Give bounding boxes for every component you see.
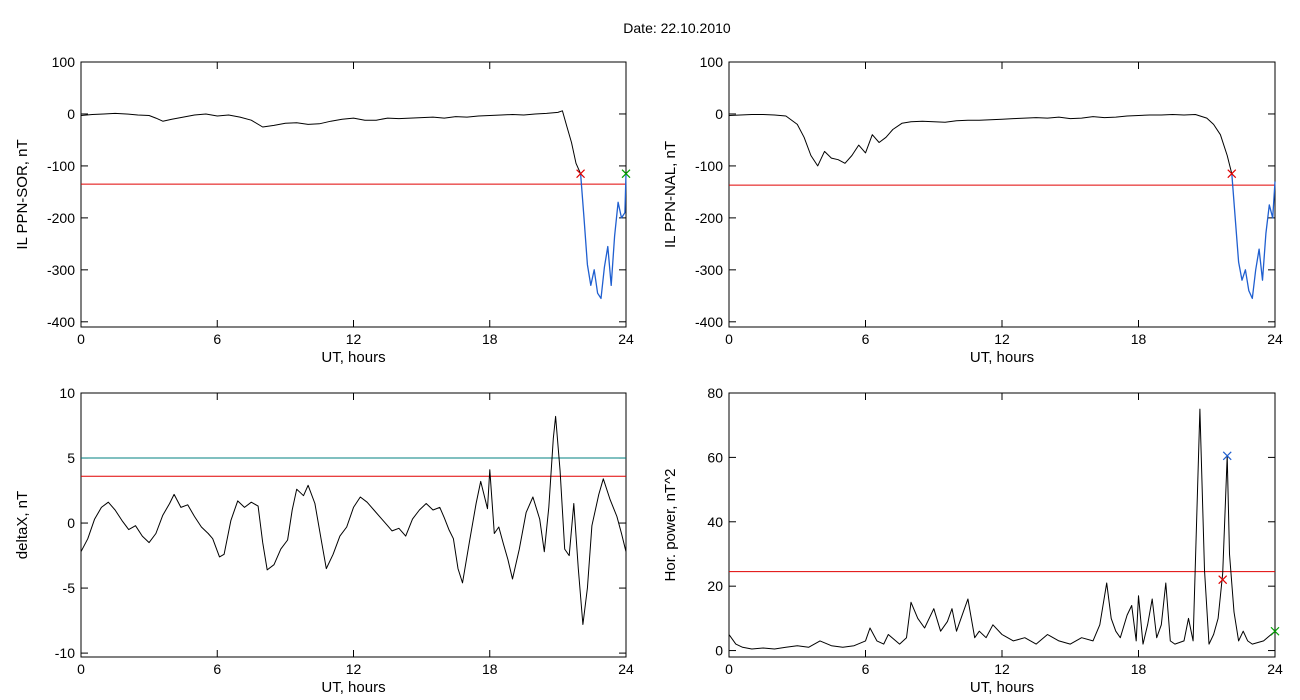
y-tick-label: -200 xyxy=(695,210,723,226)
marker-stroke xyxy=(1218,575,1228,585)
x-axis-title: UT, hours xyxy=(970,679,1034,696)
x-tick-label: 12 xyxy=(346,331,362,347)
x-tick-label: 18 xyxy=(482,661,498,677)
x-tick-label: 6 xyxy=(862,331,870,347)
y-axis-title: deltaX, nT xyxy=(14,491,31,559)
y-tick-label: -400 xyxy=(47,314,75,330)
y-tick-label: -300 xyxy=(47,262,75,278)
y-tick-label: -300 xyxy=(695,262,723,278)
y-tick-label: 80 xyxy=(707,385,723,401)
series-line xyxy=(728,408,1276,650)
y-tick-label: 0 xyxy=(67,106,75,122)
marker-red xyxy=(1227,169,1237,179)
y-tick-label: 100 xyxy=(700,54,724,70)
plot-panel-il-nal: 0 6 12 18 24 -400 -300 -200 -100 0 100 UT, hours IL … xyxy=(662,54,1283,366)
marker-red xyxy=(576,169,586,179)
x-axis-title: UT, hours xyxy=(970,349,1034,366)
x-tick-label: 0 xyxy=(77,331,85,347)
plot-frame xyxy=(728,392,1276,658)
series-line xyxy=(80,110,582,174)
x-tick-label: 18 xyxy=(482,331,498,347)
y-tick-label: -5 xyxy=(63,580,76,596)
y-axis-title: IL PPN-SOR, nT xyxy=(14,139,31,249)
y-tick-label: 0 xyxy=(715,106,723,122)
plot-panel-hor-power: 0 6 12 18 24 0 20 40 60 80 UT, hours Hor. power, nT… xyxy=(662,385,1283,696)
x-tick-label: 0 xyxy=(77,661,85,677)
y-tick-label: 10 xyxy=(59,385,75,401)
series-highlight-line xyxy=(1231,173,1276,300)
x-tick-label: 0 xyxy=(725,661,733,677)
x-tick-label: 12 xyxy=(994,331,1010,347)
y-axis-title: IL PPN-NAL, nT xyxy=(662,141,679,248)
x-axis-title: UT, hours xyxy=(321,349,385,366)
marker-green xyxy=(621,169,631,179)
y-tick-label: 0 xyxy=(715,643,723,659)
x-tick-label: 18 xyxy=(1131,661,1147,677)
marker-stroke xyxy=(1222,451,1232,461)
plot-frame xyxy=(80,61,627,328)
marker-stroke xyxy=(1270,626,1280,636)
x-tick-label: 24 xyxy=(1267,331,1283,347)
x-tick-label: 0 xyxy=(725,331,733,347)
y-tick-label: 40 xyxy=(707,514,723,530)
y-tick-label: 0 xyxy=(67,515,75,531)
y-tick-label: 20 xyxy=(707,578,723,594)
x-tick-label: 6 xyxy=(213,661,221,677)
x-tick-label: 6 xyxy=(213,331,221,347)
series-highlight-line xyxy=(579,173,627,300)
y-tick-label: -10 xyxy=(55,645,75,661)
x-tick-label: 24 xyxy=(1267,661,1283,677)
y-tick-label: 5 xyxy=(67,450,75,466)
plot-panel-delta-x: 0 6 12 18 24 -10 -5 0 5 10 UT, hours deltaX, nT xyxy=(14,385,634,696)
x-tick-label: 12 xyxy=(994,661,1010,677)
x-tick-label: 24 xyxy=(618,661,634,677)
marker-stroke xyxy=(621,169,631,179)
plot-frame xyxy=(728,61,1276,328)
x-tick-label: 6 xyxy=(862,661,870,677)
y-tick-label: -400 xyxy=(695,314,723,330)
y-tick-label: 60 xyxy=(707,449,723,465)
series-line xyxy=(728,114,1233,174)
marker-stroke xyxy=(1227,169,1237,179)
plot-panel-il-sor: 0 6 12 18 24 -400 -300 -200 -100 0 100 UT, hours IL … xyxy=(14,54,634,366)
marker-green xyxy=(1270,626,1280,636)
y-tick-label: 100 xyxy=(52,54,76,70)
marker-stroke xyxy=(576,169,586,179)
marker-red xyxy=(1218,575,1228,585)
marker-blue xyxy=(1222,451,1232,461)
y-axis-title: Hor. power, nT^2 xyxy=(662,469,679,582)
x-tick-label: 12 xyxy=(346,661,362,677)
plot-frame xyxy=(80,392,627,658)
y-tick-label: -100 xyxy=(695,158,723,174)
series-line xyxy=(80,415,627,625)
y-tick-label: -100 xyxy=(47,158,75,174)
x-tick-label: 24 xyxy=(618,331,634,347)
y-tick-label: -200 xyxy=(47,210,75,226)
x-axis-title: UT, hours xyxy=(321,679,385,696)
figure-title: Date: 22.10.2010 xyxy=(623,20,731,36)
x-tick-label: 18 xyxy=(1131,331,1147,347)
